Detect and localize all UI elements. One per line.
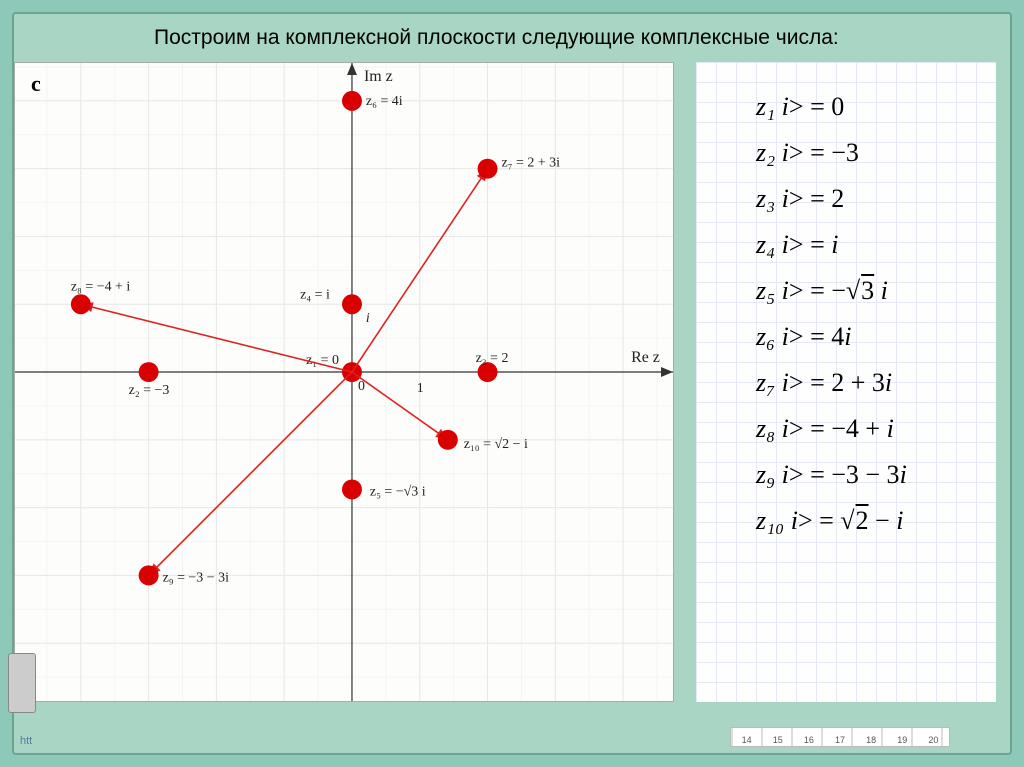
slide-frame: Построим на комплексной плоскости следую… (0, 0, 1024, 767)
decorative-icon (8, 653, 36, 713)
equation-9: z₉ i> = −3 − 3i (756, 460, 907, 490)
equations-panel: z₁ i> = 0 z₂ i> = −3 z₃ i> = 2 z₄ i> = i z₅ … (696, 62, 996, 702)
svg-text:z₁₀ = √2 − i: z₁₀ = √2 − i (464, 437, 528, 452)
page-title: Построим на комплексной плоскости следую… (154, 26, 839, 50)
svg-text:1: 1 (417, 381, 424, 396)
svg-text:i: i (366, 311, 370, 326)
corner-label: c (31, 71, 41, 97)
svg-text:Im z: Im z (364, 68, 393, 85)
equation-5: z₅ i> = −√3 i (756, 276, 907, 306)
equation-1: z₁ i> = 0 (756, 92, 907, 122)
equation-10: z₁₀ i> = √2 − i (756, 506, 907, 536)
svg-text:z₈ = −4 + i: z₈ = −4 + i (71, 279, 131, 294)
ruler: 14151617181920 (730, 727, 950, 747)
svg-text:z₂ = −3: z₂ = −3 (129, 383, 170, 398)
svg-text:z₇ = 2 + 3i: z₇ = 2 + 3i (502, 156, 561, 171)
equation-7: z₇ i> = 2 + 3i (756, 368, 907, 398)
svg-text:Re z: Re z (631, 349, 660, 366)
complex-plane-chart: c Im zRe z01iz₁ = 0z₂ = −3z₃ = 2z₄ = iz₅… (14, 62, 674, 702)
svg-text:z₁ = 0: z₁ = 0 (306, 353, 339, 368)
equation-6: z₆ i> = 4i (756, 322, 907, 352)
footer-text: htt (20, 735, 32, 747)
equation-8: z₈ i> = −4 + i (756, 414, 907, 444)
svg-text:z₉ = −3 − 3i: z₉ = −3 − 3i (163, 570, 230, 585)
svg-text:z₃ = 2: z₃ = 2 (476, 351, 509, 366)
equation-3: z₃ i> = 2 (756, 184, 907, 214)
equation-2: z₂ i> = −3 (756, 138, 907, 168)
svg-text:z₆ = 4i: z₆ = 4i (366, 94, 403, 109)
svg-text:z₄ = i: z₄ = i (300, 287, 330, 302)
svg-text:z₅ = −√3 i: z₅ = −√3 i (370, 484, 426, 499)
slide-inner: Построим на комплексной плоскости следую… (12, 12, 1012, 755)
chart-svg: Im zRe z01iz₁ = 0z₂ = −3z₃ = 2z₄ = iz₅ =… (15, 63, 673, 701)
equation-list: z₁ i> = 0 z₂ i> = −3 z₃ i> = 2 z₄ i> = i z₅ … (756, 92, 907, 552)
equation-4: z₄ i> = i (756, 230, 907, 260)
